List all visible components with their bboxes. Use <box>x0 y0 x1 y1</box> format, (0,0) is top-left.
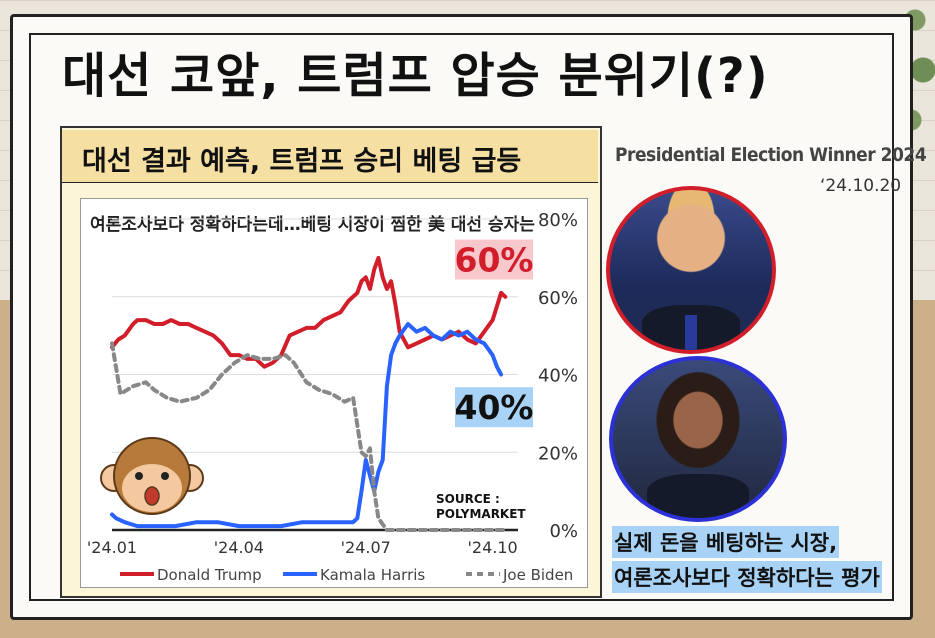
monkey-face-icon <box>100 437 204 515</box>
annotation-label: 60% <box>455 240 534 279</box>
annotation-highlight <box>455 387 533 428</box>
chart-panel-header <box>62 130 598 183</box>
harris-suit <box>647 473 749 518</box>
card-inner-border <box>29 33 894 601</box>
y-tick-label: 80% <box>538 210 578 231</box>
side-caption: 실제 돈을 베팅하는 시장, 여론조사보다 정확하다는 평가 <box>612 526 882 596</box>
legend-label: Donald Trump <box>157 566 262 584</box>
caption-line-2: 여론조사보다 정확하다는 평가 <box>612 561 882 593</box>
series-line-donald-trump <box>110 255 508 369</box>
side-date: ‘24.10.20 <box>820 176 902 196</box>
legend-label: Kamala Harris <box>320 566 425 584</box>
source-label: SOURCE : <box>436 492 500 506</box>
side-title: Presidential Election Winner 2024 <box>615 144 927 166</box>
y-tick-label: 60% <box>538 288 578 309</box>
caption-line-1: 실제 돈을 베팅하는 시장, <box>612 526 840 558</box>
y-tick-label: 0% <box>549 521 578 542</box>
harris-portrait <box>609 356 787 522</box>
annotation-label: 40% <box>455 388 534 427</box>
x-tick-label: '24.04 <box>214 538 264 557</box>
x-tick-label: '24.01 <box>87 538 137 557</box>
legend-label: Joe Biden <box>502 566 573 584</box>
chart-title: 여론조사보다 정확하다는데…베팅 시장이 찜한 美 대선 승자는 <box>90 215 535 235</box>
x-tick-label: '24.07 <box>341 538 391 557</box>
chart-panel-title: 대선 결과 예측, 트럼프 승리 베팅 급등 <box>82 146 522 177</box>
x-tick-label: '24.10 <box>468 538 518 557</box>
chart-grid <box>112 218 518 532</box>
y-tick-label: 40% <box>538 366 578 387</box>
y-tick-label: 20% <box>538 443 578 464</box>
annotation-highlight <box>455 239 533 280</box>
chart-annotations: 60% 40% <box>455 239 534 428</box>
source-label: POLYMARKET <box>436 507 526 521</box>
trump-tie <box>684 314 698 350</box>
chart-source: SOURCE :POLYMARKET <box>436 492 526 521</box>
chart-series-lines <box>110 255 508 532</box>
headline: 대선 코앞, 트럼프 압승 분위기(?) <box>62 48 769 104</box>
x-tick-labels: '24.01 '24.04 '24.07 '24.10 <box>87 538 518 557</box>
y-tick-labels: 0% 20% 40% 60% 80% <box>538 210 578 542</box>
series-line-joe-biden <box>110 341 508 532</box>
trump-portrait <box>606 186 776 354</box>
chart-legend: Donald Trump Kamala Harris Joe Biden <box>120 566 573 584</box>
